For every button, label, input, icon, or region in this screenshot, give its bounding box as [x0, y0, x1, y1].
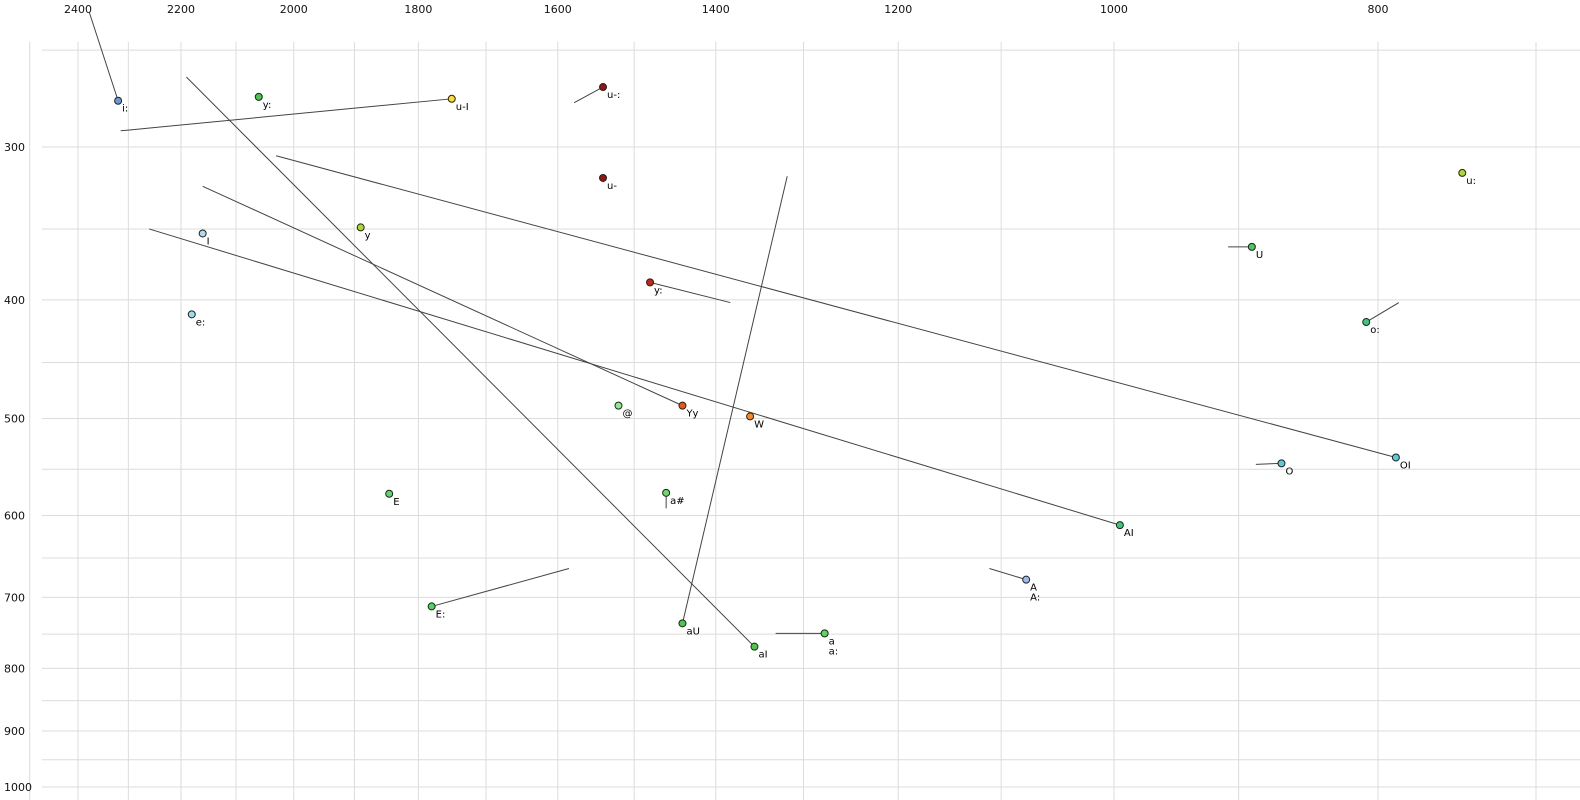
point-label: u: [1466, 176, 1476, 187]
trajectory-line [989, 568, 1027, 581]
data-point [678, 619, 687, 628]
trajectory-line [185, 76, 755, 648]
x-tick-label: 800 [1368, 3, 1389, 16]
trajectory-line [148, 228, 1121, 526]
y-tick-label: 500 [4, 413, 25, 426]
point-label: O [1285, 466, 1293, 477]
data-point [750, 642, 759, 651]
data-point [820, 629, 829, 638]
trajectory-line [1255, 462, 1282, 465]
trajectory-line [649, 281, 731, 304]
point-label: u-I [456, 102, 469, 113]
x-tick-label: 1000 [1100, 3, 1128, 16]
trajectory-line [681, 176, 788, 624]
data-point [187, 310, 196, 319]
y-tick-label: 600 [4, 509, 25, 522]
data-point [1277, 459, 1286, 468]
data-point [746, 412, 755, 421]
point-label: W [754, 419, 764, 430]
point-label: e: [196, 317, 206, 328]
point-label: u- [607, 181, 617, 192]
data-point [385, 489, 394, 498]
point-label: A: [1030, 593, 1040, 604]
point-label: u-: [607, 90, 620, 101]
trajectory-line [202, 185, 683, 407]
trajectory-line [431, 568, 570, 607]
data-point [1458, 168, 1467, 177]
y-tick-label: 1000 [4, 781, 32, 794]
point-label: U [1256, 250, 1263, 261]
data-point [614, 401, 623, 410]
y-tick-label: 800 [4, 662, 25, 675]
point-label: I [207, 236, 210, 247]
point-label: a [829, 636, 835, 647]
x-tick-label: 2400 [64, 3, 92, 16]
x-tick-label: 2200 [167, 3, 195, 16]
data-point [447, 94, 456, 103]
point-label: AI [1124, 528, 1134, 539]
x-tick-label: 1800 [404, 3, 432, 16]
point-label: A [1030, 583, 1037, 594]
data-point [1022, 575, 1031, 584]
data-point [114, 96, 123, 105]
data-point [599, 173, 608, 182]
trajectory-line [1365, 302, 1400, 323]
y-tick-label: 300 [4, 141, 25, 154]
x-tick-label: 1200 [884, 3, 912, 16]
point-label: E: [436, 609, 446, 620]
y-tick-label: 400 [4, 294, 25, 307]
point-label: o: [1370, 325, 1380, 336]
data-point [599, 83, 608, 92]
point-label: y: [263, 100, 272, 111]
data-point [198, 229, 207, 238]
data-point [1391, 453, 1400, 462]
x-tick-label: 1400 [702, 3, 730, 16]
data-point [646, 278, 655, 287]
point-label: y: [654, 285, 663, 296]
point-label: aU [686, 626, 699, 637]
data-point [678, 401, 687, 410]
trajectory-line [120, 98, 452, 132]
trajectory-line [88, 12, 119, 101]
data-point [1362, 318, 1371, 327]
point-label: E [393, 497, 399, 508]
data-point [1247, 242, 1256, 251]
data-point [1115, 521, 1124, 530]
y-tick-label: 700 [4, 591, 25, 604]
data-point [254, 92, 263, 101]
point-label: a: [829, 646, 839, 657]
trajectory-line [573, 86, 604, 104]
data-point [427, 602, 436, 611]
point-label: y [365, 230, 371, 241]
point-label: aI [758, 650, 767, 661]
point-label: OI [1400, 460, 1411, 471]
point-label: Yy [685, 409, 698, 420]
trajectory-line [275, 155, 1397, 458]
data-point [662, 488, 671, 497]
y-tick-label: 900 [4, 725, 25, 738]
x-tick-label: 1600 [544, 3, 572, 16]
x-tick-label: 2000 [280, 3, 308, 16]
data-point [356, 223, 365, 232]
point-label: i: [122, 104, 128, 115]
point-label: @ [622, 409, 632, 420]
point-label: a# [670, 496, 685, 507]
